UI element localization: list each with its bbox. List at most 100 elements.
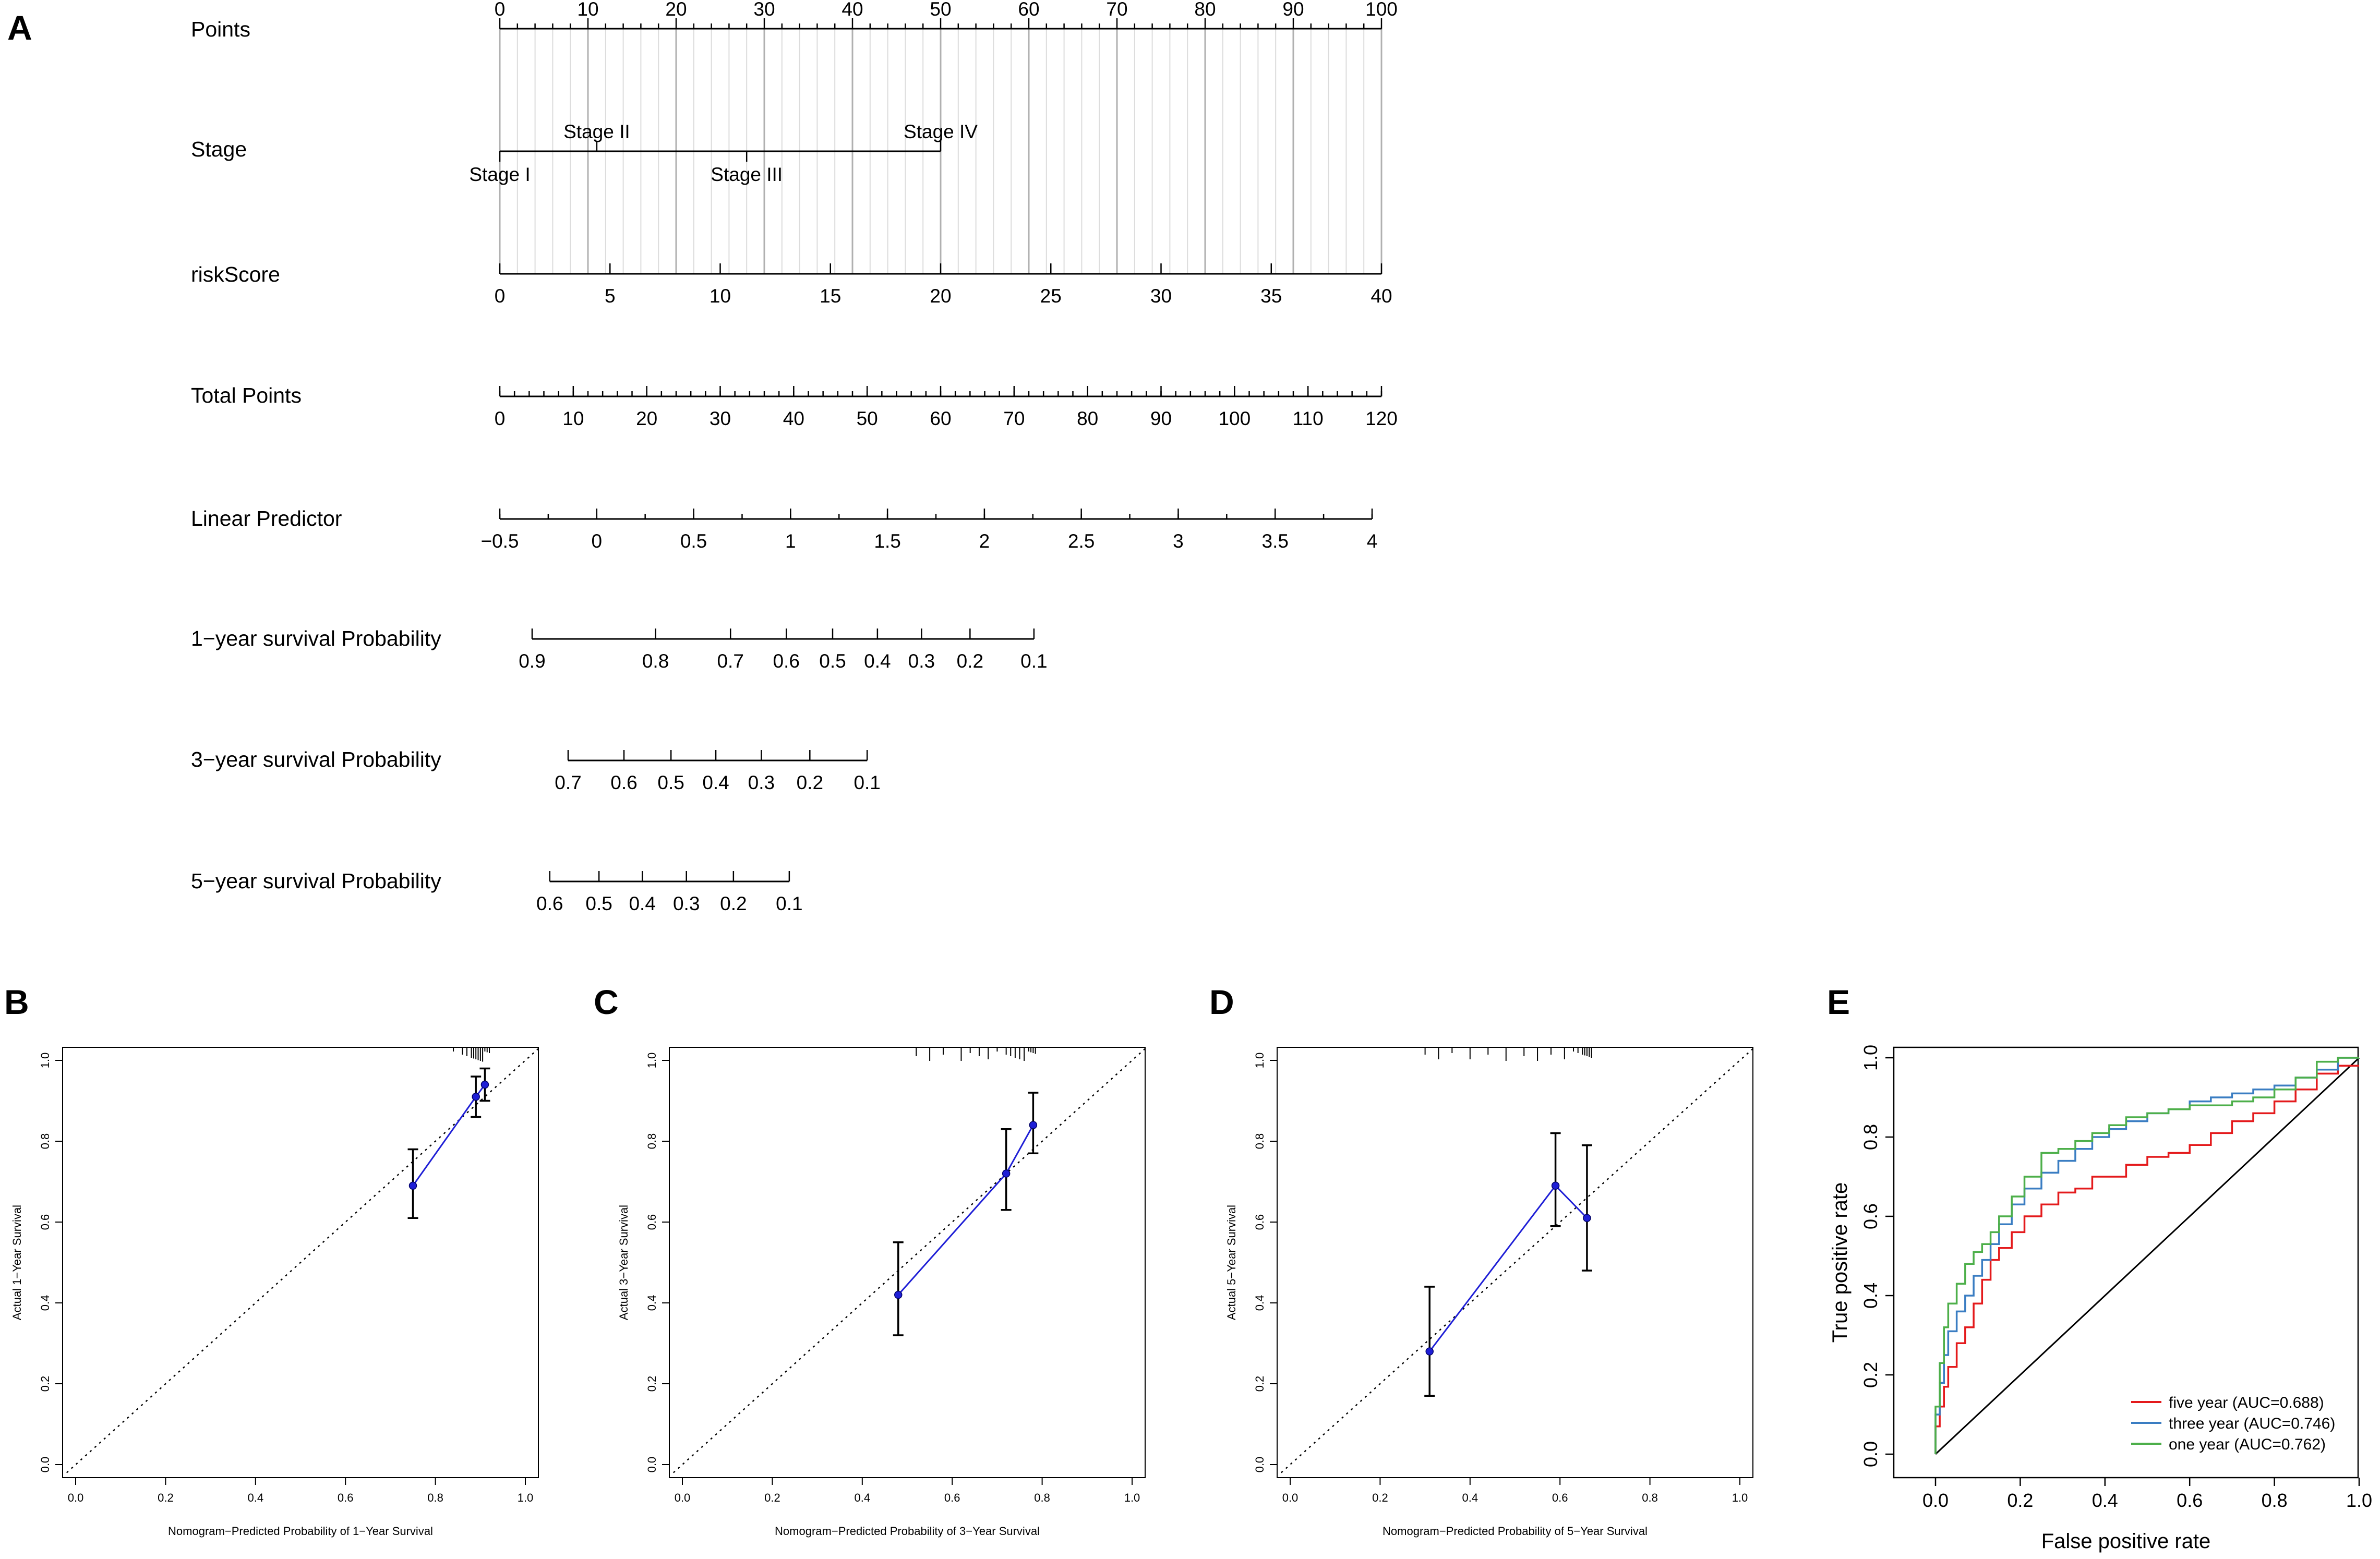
nomogram-row-total: Total Points 0 10 20 30 40 50 60 70 80 90 100 110 120: [191, 383, 1398, 429]
stage-level-label: Stage II: [563, 121, 630, 142]
panel-label-b: B: [4, 983, 29, 1021]
tick-label: 10: [577, 0, 598, 20]
y-tick-label: 0.2: [1860, 1362, 1881, 1388]
tick-label: 2.5: [1068, 530, 1095, 552]
tick-label: 0.7: [717, 650, 743, 672]
panel-label-a: A: [7, 8, 32, 47]
tick-label: 0.3: [908, 650, 935, 672]
nomogram-row-riskScore: riskScore 0 5 10 15 20 25 30 35 40: [191, 262, 1392, 307]
tick-label: 0: [495, 0, 506, 20]
x-tick-label: 1.0: [1732, 1491, 1748, 1504]
calibration-point: [472, 1093, 480, 1101]
y-axis-label: Actual 1−Year Survival: [10, 1205, 23, 1320]
y-tick-label: 0.8: [1253, 1133, 1266, 1150]
tick-label: 20: [930, 285, 951, 307]
row-label-s3: 3−year survival Probability: [191, 747, 441, 771]
y-tick-label: 0.4: [1253, 1295, 1266, 1311]
tick-label: 10: [562, 408, 584, 429]
y-tick-label: 1.0: [645, 1053, 658, 1069]
y-tick-label: 0.0: [1253, 1457, 1266, 1473]
nomogram-row-s3: 3−year survival Probability 0.7 0.6 0.5 0.4 0…: [191, 747, 881, 793]
tick-label: 0.2: [720, 893, 747, 914]
x-tick-label: 0.4: [248, 1491, 264, 1504]
row-label-lp: Linear Predictor: [191, 506, 342, 530]
nomogram-row-points: Points 0 10 20 30 40 50 60 70 80 90 100: [191, 0, 1398, 41]
row-label-stage: Stage: [191, 137, 247, 161]
tick-label: 0.4: [702, 772, 729, 793]
y-tick-label: 0.2: [39, 1376, 52, 1392]
calibration-point: [1583, 1214, 1591, 1222]
stage-level-label: Stage III: [711, 164, 783, 185]
tick-label: 0.1: [776, 893, 802, 914]
reference-diagonal: [66, 1047, 539, 1473]
y-tick-label: 0.0: [1860, 1441, 1881, 1467]
tick-label: 70: [1106, 0, 1127, 20]
tick-label: 0: [495, 408, 506, 429]
y-tick-label: 0.6: [1253, 1214, 1266, 1230]
x-tick-label: 1.0: [1124, 1491, 1140, 1504]
y-tick-label: 0.8: [1860, 1124, 1881, 1150]
tick-label: 0: [591, 530, 602, 552]
tick-label: 80: [1077, 408, 1098, 429]
tick-label: 1.5: [874, 530, 900, 552]
x-tick-label: 0.0: [1282, 1491, 1299, 1504]
tick-label: 0.1: [1020, 650, 1047, 672]
tick-label: 30: [753, 0, 775, 20]
panel-label-e: E: [1827, 983, 1850, 1021]
tick-label: 25: [1040, 285, 1062, 307]
x-axis-label: Nomogram−Predicted Probability of 3−Year…: [775, 1525, 1040, 1538]
x-axis-label: Nomogram−Predicted Probability of 1−Year…: [168, 1525, 433, 1538]
calibration-plot-3-year: 0.0 0.0 0.2 0.2 0.4 0.4 0.6 0.6 0.8 0.8 1.0 1.0 Nomo…: [617, 1047, 1146, 1538]
y-tick-label: 1.0: [39, 1053, 52, 1069]
tick-label: 0.1: [854, 772, 880, 793]
tick-label: 70: [1003, 408, 1025, 429]
y-tick-label: 1.0: [1253, 1053, 1266, 1069]
calibration-point: [1551, 1181, 1560, 1190]
y-tick-label: 0.8: [645, 1133, 658, 1150]
x-tick-label: 1.0: [2346, 1490, 2372, 1511]
calibration-plot-5-year: 0.0 0.0 0.2 0.2 0.4 0.4 0.6 0.6 0.8 0.8 1.0 1.0 Nomo…: [1225, 1047, 1754, 1538]
row-label-s1: 1−year survival Probability: [191, 626, 441, 650]
legend-entry: three year (AUC=0.746): [2169, 1415, 2335, 1432]
x-tick-label: 0.6: [944, 1491, 960, 1504]
panel-label-c: C: [594, 983, 619, 1021]
tick-label: 1: [785, 530, 796, 552]
plot-frame: [62, 1047, 539, 1478]
tick-label: 0.3: [673, 893, 700, 914]
y-axis-label: Actual 3−Year Survival: [617, 1205, 630, 1320]
y-tick-label: 0.2: [645, 1376, 658, 1392]
tick-label: 0.3: [748, 772, 775, 793]
x-tick-label: 0.8: [1642, 1491, 1658, 1504]
tick-label: 40: [783, 408, 804, 429]
tick-label: 0.6: [536, 893, 563, 914]
tick-label: 4: [1367, 530, 1378, 552]
nomogram-row-stage: Stage Stage I Stage II Stage III Stage IV: [191, 121, 978, 185]
tick-label: 100: [1365, 0, 1398, 20]
tick-label: 10: [710, 285, 731, 307]
y-tick-label: 0.4: [39, 1295, 52, 1311]
y-tick-label: 0.6: [645, 1214, 658, 1230]
panel-label-d: D: [1209, 983, 1234, 1021]
x-tick-label: 0.8: [1034, 1491, 1050, 1504]
x-tick-label: 0.4: [855, 1491, 871, 1504]
tick-label: 5: [605, 285, 616, 307]
tick-label: 40: [842, 0, 863, 20]
x-tick-label: 0.0: [1922, 1490, 1949, 1511]
row-label-points: Points: [191, 17, 250, 41]
plot-frame: [1893, 1046, 2359, 1479]
tick-label: 0.5: [657, 772, 684, 793]
x-tick-label: 0.2: [158, 1491, 174, 1504]
x-tick-label: 0.0: [675, 1491, 691, 1504]
y-axis-label: Actual 5−Year Survival: [1225, 1205, 1238, 1320]
y-tick-label: 0.0: [645, 1457, 658, 1473]
tick-label: 100: [1218, 408, 1251, 429]
tick-label: 35: [1260, 285, 1282, 307]
y-tick-label: 0.4: [645, 1295, 658, 1311]
row-label-total: Total Points: [191, 383, 302, 407]
y-tick-label: 0.2: [1253, 1376, 1266, 1392]
tick-label: 0.7: [555, 772, 581, 793]
legend-entry: five year (AUC=0.688): [2169, 1394, 2324, 1411]
tick-label: 0.4: [629, 893, 655, 914]
